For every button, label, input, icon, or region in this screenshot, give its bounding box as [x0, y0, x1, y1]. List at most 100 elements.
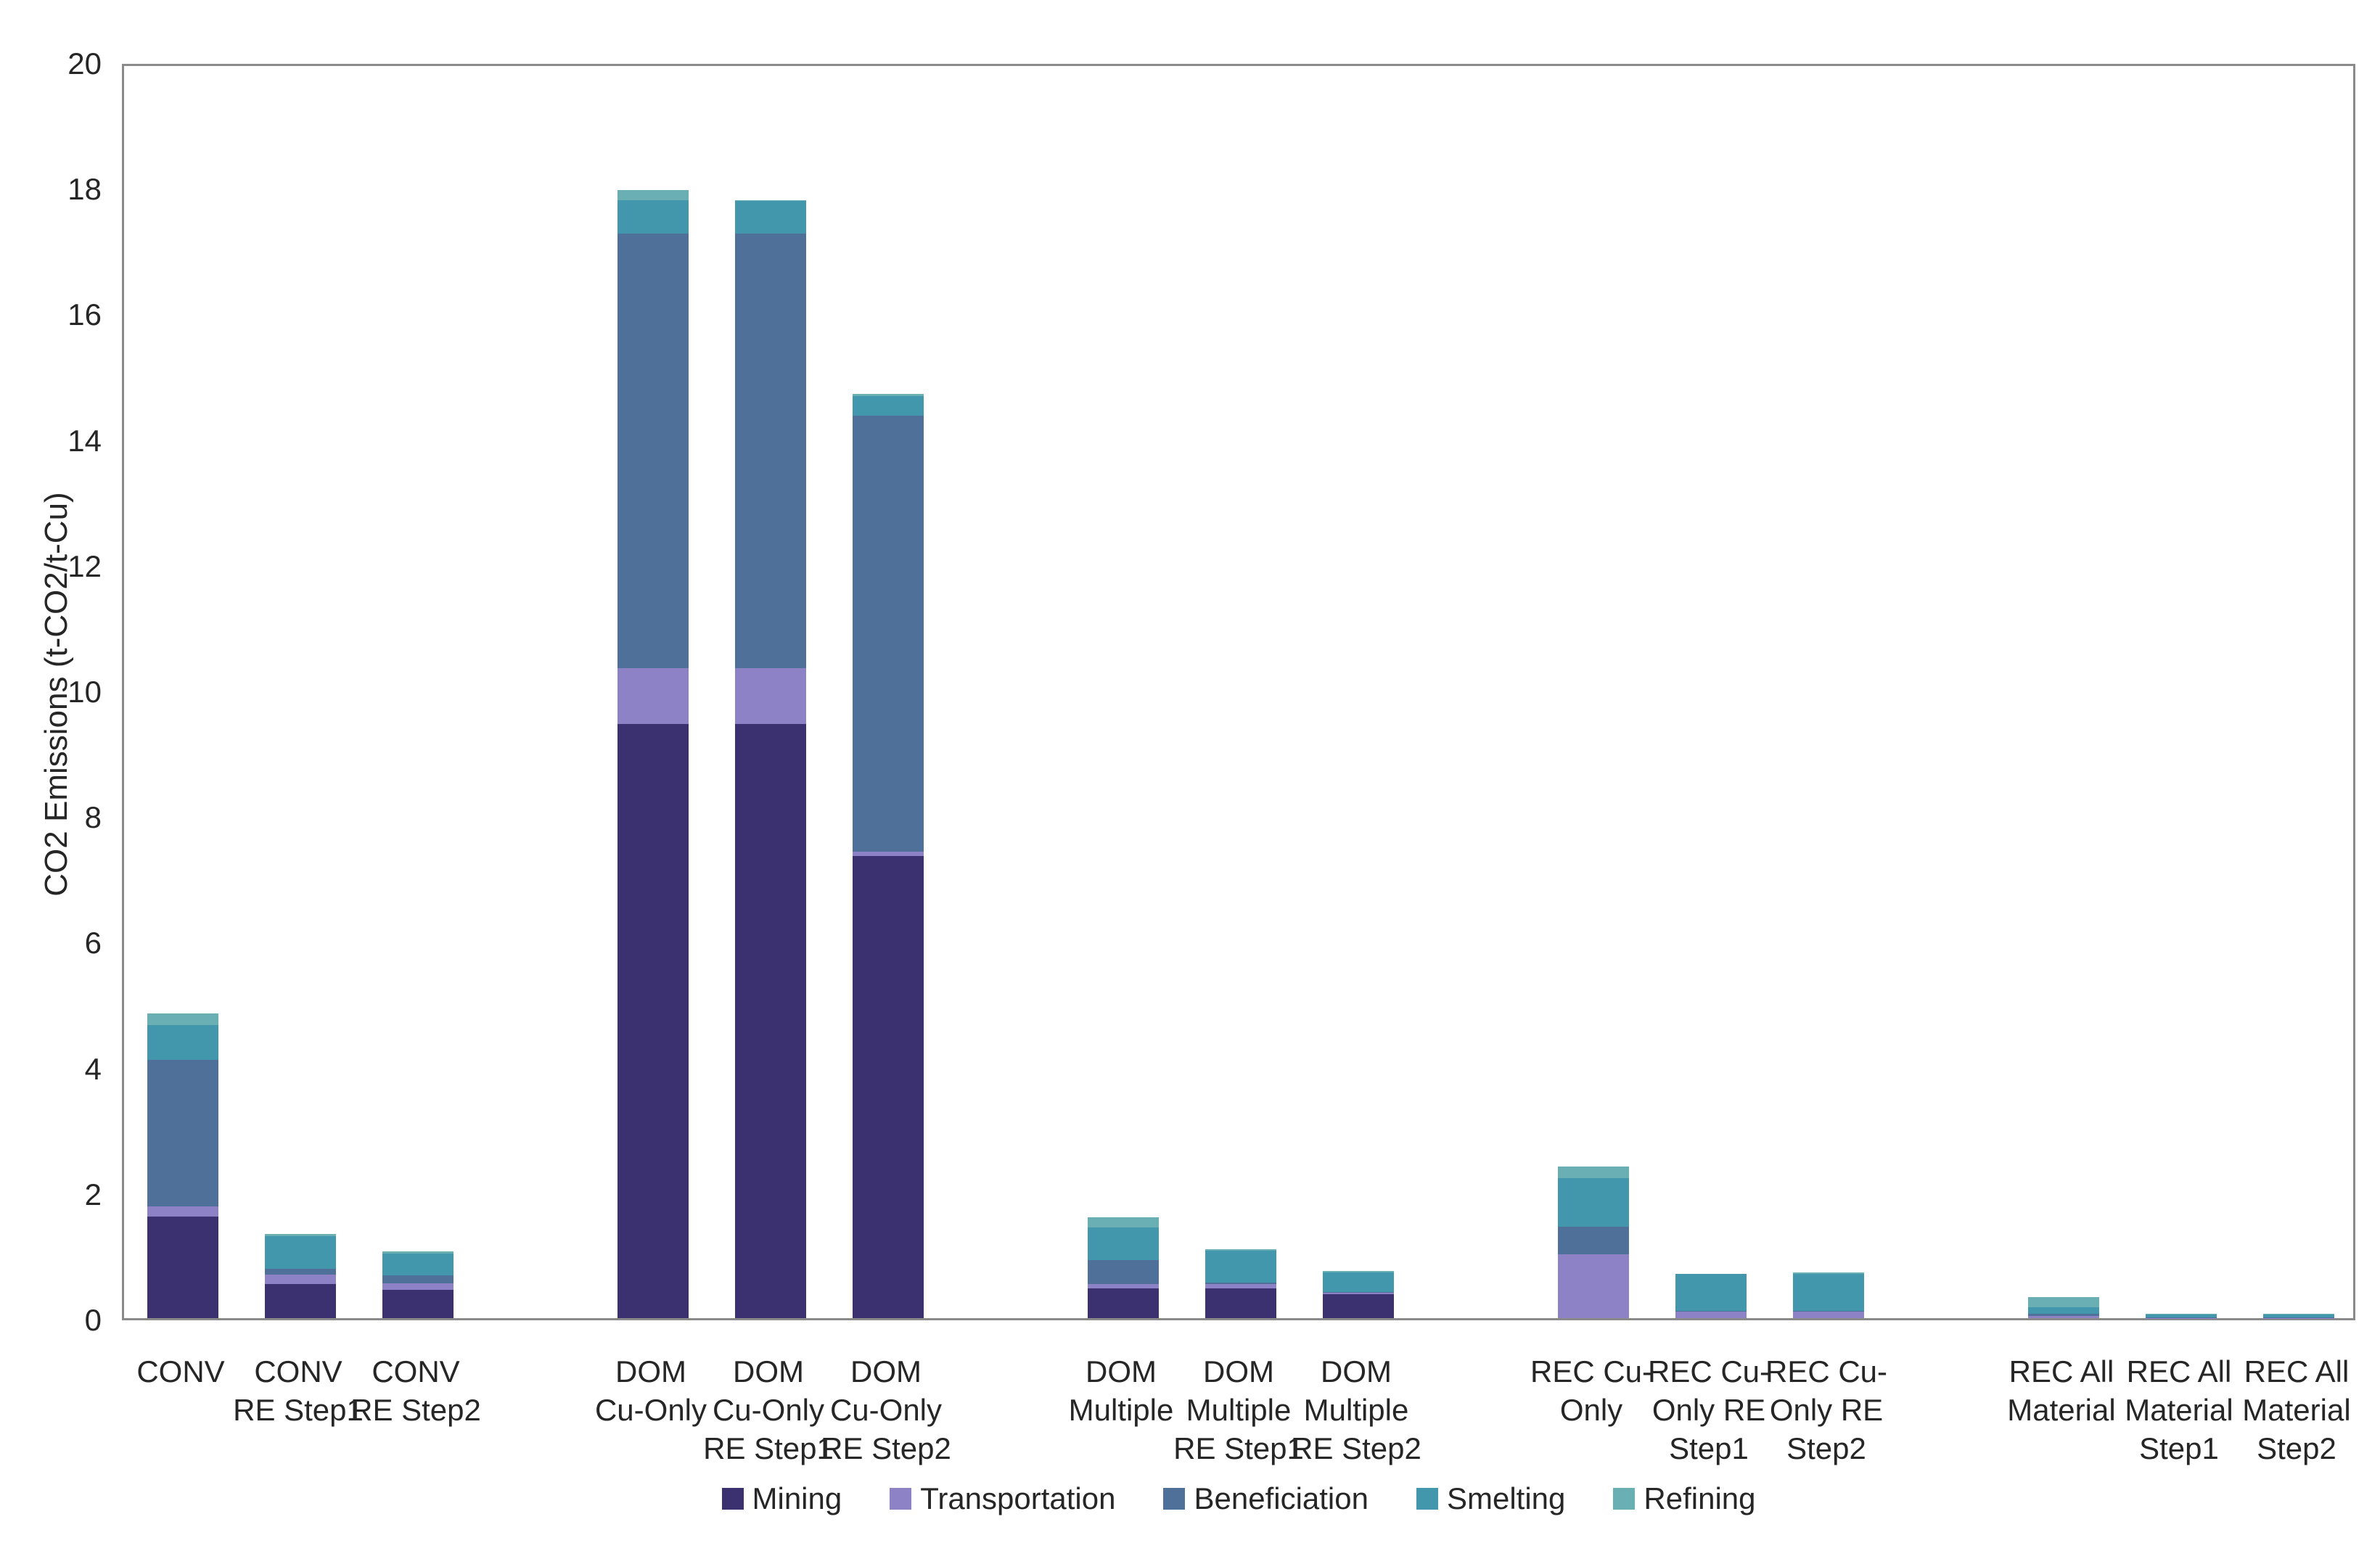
x-axis-label: REC All Material Step1	[2085, 1352, 2273, 1468]
x-axis-label-line: Step1	[1669, 1431, 1749, 1465]
x-axis-label-line: Step2	[2257, 1431, 2336, 1465]
x-axis-label: REC All Material Step2	[2202, 1352, 2380, 1468]
segment-transportation	[853, 851, 924, 856]
bar-rec-cu-only-re-step2	[1793, 1272, 1864, 1318]
x-axis-label-line: REC Cu-	[1647, 1354, 1770, 1389]
y-tick-label-0: 0	[84, 1303, 102, 1337]
legend-item-refining: Refining	[1613, 1481, 1756, 1516]
x-axis-label-line: REC Cu-	[1765, 1354, 1888, 1389]
bar-rec-cu-only	[1558, 1167, 1629, 1318]
segment-mining	[617, 723, 689, 1318]
y-tick-label-12: 12	[67, 548, 102, 583]
x-axis-label-line: CONV	[254, 1354, 342, 1389]
x-axis-label: DOM Multiple	[1027, 1352, 1215, 1429]
x-axis-label-line: DOM	[1086, 1354, 1157, 1389]
segment-mining	[1088, 1288, 1159, 1318]
x-axis-label-line: RE Step2	[350, 1393, 481, 1427]
segment-beneficiation	[1793, 1310, 1864, 1312]
segment-beneficiation	[1205, 1282, 1276, 1285]
y-tick-label-14: 14	[67, 423, 102, 458]
segment-smelting	[1323, 1272, 1394, 1292]
segment-mining	[147, 1216, 218, 1318]
legend: Mining Transportation Beneficiation Smeltin…	[122, 1481, 2355, 1516]
x-axis-label-line: Material	[2125, 1393, 2233, 1427]
legend-item-beneficiation: Beneficiation	[1163, 1481, 1368, 1516]
x-axis-label-line: REC All	[2126, 1354, 2232, 1389]
segment-smelting	[853, 395, 924, 416]
segment-refining	[2146, 1313, 2217, 1315]
segment-smelting	[1205, 1250, 1276, 1283]
x-axis-label: REC Cu- Only	[1497, 1352, 1686, 1429]
legend-label: Smelting	[1446, 1481, 1566, 1515]
legend-label: Mining	[752, 1481, 842, 1515]
y-tick-label-20: 20	[67, 46, 102, 81]
segment-beneficiation	[1323, 1291, 1394, 1293]
x-axis-label-line: Cu-Only	[829, 1393, 943, 1427]
segment-refining	[265, 1233, 336, 1236]
segment-smelting	[617, 200, 689, 234]
x-axis-label-line: Multiple	[1068, 1393, 1174, 1427]
bar-conv-re-step2	[382, 1251, 454, 1318]
segment-refining	[853, 394, 924, 396]
bar-dom-multiple-re-step1	[1205, 1248, 1276, 1318]
segment-smelting	[2146, 1314, 2217, 1318]
segment-mining	[853, 855, 924, 1318]
segment-mining	[265, 1284, 336, 1318]
x-axis-label-line: Material	[2242, 1393, 2351, 1427]
segment-transportation	[1088, 1284, 1159, 1289]
segment-transportation	[265, 1275, 336, 1285]
segment-refining	[2028, 1297, 2099, 1308]
y-tick-label-16: 16	[67, 297, 102, 332]
segment-beneficiation	[1558, 1226, 1629, 1254]
y-tick-label-10: 10	[67, 675, 102, 709]
segment-refining	[1323, 1271, 1394, 1272]
x-axis-label-line: CONV	[372, 1354, 460, 1389]
segment-beneficiation	[382, 1275, 454, 1283]
x-axis-label: REC Cu- Only RE Step1	[1614, 1352, 1803, 1468]
segment-refining	[1675, 1273, 1747, 1275]
segment-smelting	[265, 1235, 336, 1269]
x-axis-label: CONV RE Step2	[321, 1352, 510, 1429]
x-axis-label-line: REC All	[2008, 1354, 2114, 1389]
segment-refining	[2263, 1313, 2334, 1315]
legend-label: Beneficiation	[1194, 1481, 1368, 1515]
segment-beneficiation	[1675, 1310, 1747, 1312]
x-axis-label-line: Step2	[1786, 1431, 1866, 1465]
legend-item-smelting: Smelting	[1416, 1481, 1565, 1516]
segment-refining	[1793, 1272, 1864, 1275]
bar-dom-multiple	[1088, 1217, 1159, 1318]
x-axis-label: DOM Cu-Only	[557, 1352, 745, 1429]
segment-beneficiation	[853, 415, 924, 852]
x-axis-label-line: Only	[1559, 1393, 1623, 1427]
x-axis-label-line: Cu-Only	[712, 1393, 825, 1427]
x-axis-label-line: RE Step1	[703, 1431, 834, 1465]
y-tick-label-6: 6	[84, 926, 102, 960]
bar-rec-cu-only-re-step1	[1675, 1273, 1747, 1318]
legend-label: Refining	[1644, 1481, 1756, 1515]
segment-mining	[735, 723, 806, 1318]
x-axis-label: CONV	[86, 1352, 275, 1391]
segment-refining	[617, 189, 689, 201]
segment-beneficiation	[735, 234, 806, 668]
x-axis-label-line: CONV	[136, 1354, 225, 1389]
segment-smelting	[2028, 1307, 2099, 1314]
x-axis-label-line: RE Step2	[1291, 1431, 1421, 1465]
segment-mining	[1323, 1294, 1394, 1318]
legend-swatch-icon	[890, 1488, 912, 1510]
segment-transportation	[735, 667, 806, 724]
x-axis-label-line: RE Step1	[1173, 1431, 1304, 1465]
bar-dom-multiple-re-step2	[1323, 1271, 1394, 1318]
segment-transportation	[1793, 1312, 1864, 1318]
x-axis-label-line: Multiple	[1186, 1393, 1292, 1427]
segment-transportation	[1675, 1312, 1747, 1318]
segment-transportation	[382, 1283, 454, 1291]
x-axis-label: REC Cu- Only RE Step2	[1732, 1352, 1921, 1468]
x-axis-label-line: Step1	[2139, 1431, 2219, 1465]
segment-refining	[382, 1251, 454, 1254]
legend-item-mining: Mining	[721, 1481, 842, 1516]
segment-refining	[147, 1013, 218, 1026]
segment-refining	[735, 199, 806, 202]
bar-rec-all-material-step2	[2263, 1313, 2334, 1318]
segment-transportation	[1323, 1293, 1394, 1295]
y-tick-label-18: 18	[67, 172, 102, 207]
